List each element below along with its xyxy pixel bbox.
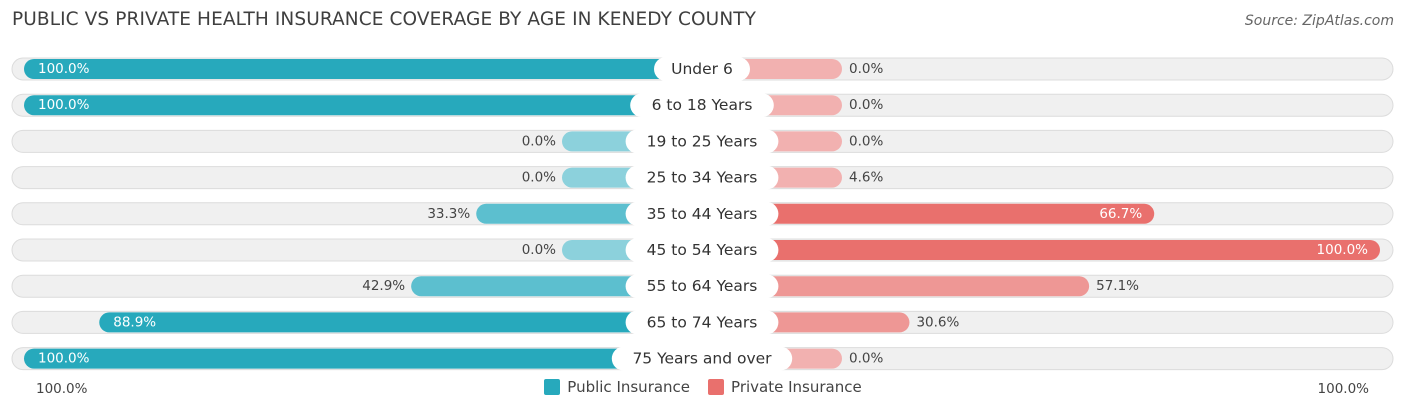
axis-label-right: 100.0% <box>1317 381 1369 397</box>
category-pill <box>625 201 779 226</box>
chart-title: PUBLIC VS PRIVATE HEALTH INSURANCE COVER… <box>12 9 757 30</box>
category-label: 45 to 54 Years <box>647 241 758 259</box>
category-label: 55 to 64 Years <box>647 277 758 295</box>
category-pill <box>630 93 774 118</box>
legend-swatch-private <box>708 379 725 395</box>
private-bar <box>702 276 1090 297</box>
private-value-label: 0.0% <box>849 97 883 113</box>
category-label: 65 to 74 Years <box>647 313 758 331</box>
category-label: 35 to 44 Years <box>647 205 758 223</box>
public-bar <box>99 312 703 333</box>
category-pill <box>654 57 750 81</box>
legend-label-public: Public Insurance <box>567 378 691 396</box>
private-value-label: 0.0% <box>849 351 883 367</box>
legend: Public Insurance Private Insurance <box>0 378 1406 396</box>
public-value-label: 88.9% <box>113 314 156 330</box>
public-value-label: 100.0% <box>38 61 90 77</box>
category-label: Under 6 <box>671 60 733 78</box>
private-value-label: 66.7% <box>1099 206 1142 222</box>
private-value-label: 100.0% <box>1317 242 1369 258</box>
public-bar <box>24 348 702 369</box>
legend-swatch-public <box>544 379 561 395</box>
category-label: 6 to 18 Years <box>652 96 753 114</box>
category-label: 19 to 25 Years <box>647 132 758 150</box>
chart-svg: 100.0% 0.0% Under 6 100.0% 0.0% 6 to 18 Years… <box>11 57 1394 371</box>
legend-item-public[interactable]: Public Insurance <box>544 378 690 396</box>
category-pill <box>625 310 779 335</box>
private-value-label: 4.6% <box>849 170 883 186</box>
private-value-label: 57.1% <box>1096 278 1139 294</box>
public-value-label: 42.9% <box>362 278 405 294</box>
private-bar <box>702 203 1155 224</box>
public-value-label: 0.0% <box>522 242 556 258</box>
private-value-label: 30.6% <box>916 314 959 330</box>
category-pill <box>611 346 793 371</box>
source-label: Source: ZipAtlas.com <box>1244 13 1394 29</box>
public-value-label: 100.0% <box>38 97 90 113</box>
public-value-label: 100.0% <box>38 351 90 367</box>
category-pill <box>625 238 779 262</box>
public-value-label: 0.0% <box>522 170 556 186</box>
axis-label-left: 100.0% <box>36 381 88 397</box>
public-value-label: 33.3% <box>427 206 470 222</box>
private-bar <box>702 240 1380 260</box>
private-value-label: 0.0% <box>849 133 883 149</box>
public-bar <box>24 59 702 79</box>
category-pill <box>625 129 779 154</box>
category-label: 25 to 34 Years <box>647 169 758 187</box>
legend-item-private[interactable]: Private Insurance <box>708 378 862 396</box>
private-value-label: 0.0% <box>849 61 883 77</box>
public-value-label: 0.0% <box>522 133 556 149</box>
legend-label-private: Private Insurance <box>731 378 862 396</box>
category-pill <box>625 165 779 190</box>
public-bar <box>24 95 702 116</box>
category-label: 75 Years and over <box>632 350 772 368</box>
category-pill <box>625 274 779 299</box>
